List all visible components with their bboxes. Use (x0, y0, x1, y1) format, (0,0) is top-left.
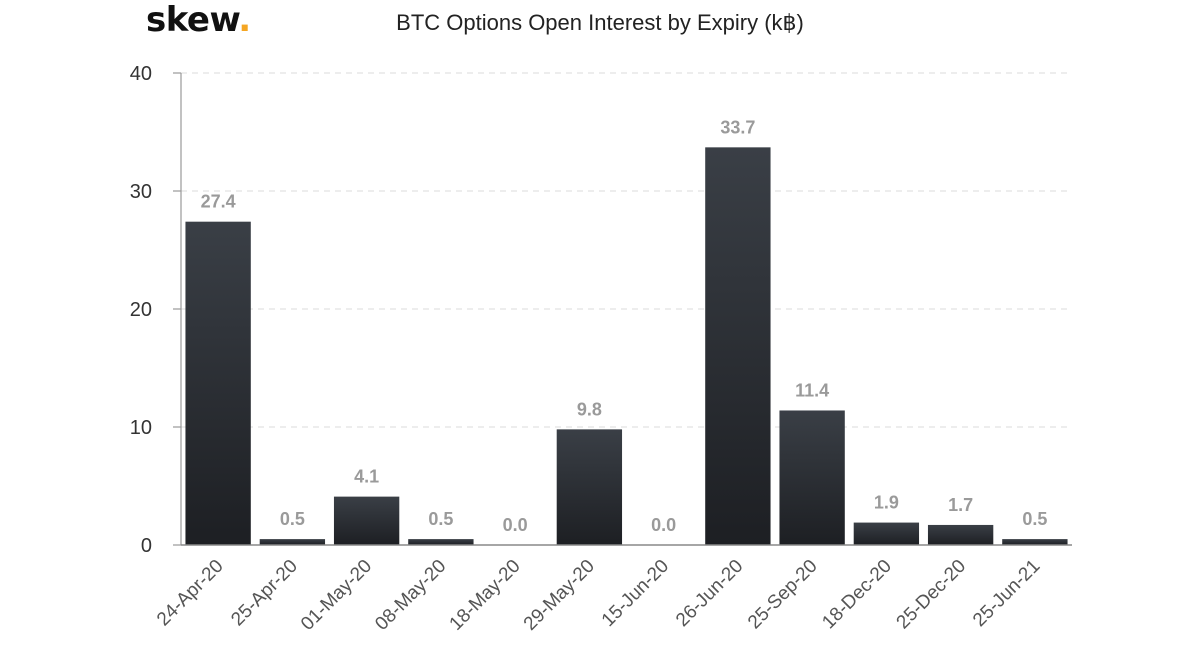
data-label: 0.5 (280, 509, 305, 529)
chart-title-wrap: BTC Options Open Interest by Expiry (k฿) (0, 10, 1200, 36)
bar (408, 539, 474, 545)
bar (927, 524, 994, 545)
y-tick-label: 20 (130, 299, 152, 321)
logo-text: skew (146, 0, 239, 40)
data-label: 0.5 (1022, 509, 1047, 529)
data-label: 1.9 (874, 493, 899, 513)
y-tick-label: 10 (130, 417, 152, 439)
x-tick-label: 29-May-20 (520, 556, 599, 635)
bar (779, 410, 845, 545)
data-label: 1.7 (948, 495, 973, 515)
bar (705, 147, 771, 545)
x-tick-label: 26-Jun-20 (672, 556, 747, 631)
bar (1002, 539, 1068, 545)
y-axis: 0 10 20 30 40 (130, 63, 182, 557)
skew-logo: skew. (146, 0, 251, 40)
data-label: 0.5 (428, 509, 453, 529)
y-tick-label: 40 (130, 63, 152, 85)
bar (853, 522, 920, 545)
grid-lines (181, 72, 1072, 428)
x-tick-label: 15-Jun-20 (598, 556, 673, 631)
data-label: 9.8 (577, 399, 602, 419)
x-tick-label: 18-Dec-20 (818, 556, 896, 634)
bar (333, 496, 400, 545)
x-tick-label: 25-Jun-21 (969, 556, 1044, 631)
data-label: 4.1 (354, 467, 379, 487)
y-tick-label: 30 (130, 181, 152, 203)
bars (185, 147, 1068, 545)
bar (185, 221, 251, 545)
data-labels: 27.4 0.5 4.1 0.5 0.0 9.8 0.0 33.7 11.4 1.9 1.7 0.5 (201, 117, 1048, 535)
data-label: 0.0 (503, 515, 528, 535)
data-label: 0.0 (651, 515, 676, 535)
x-tick-label: 25-Apr-20 (227, 556, 302, 631)
x-tick-label: 18-May-20 (446, 556, 525, 635)
x-tick-label: 25-Dec-20 (893, 556, 971, 634)
data-label: 27.4 (201, 192, 236, 212)
logo-dot: . (238, 0, 251, 40)
data-label: 11.4 (795, 380, 829, 400)
x-axis: 24-Apr-20 25-Apr-2001-May-2008-May-2018-M… (153, 544, 1072, 635)
chart-title: BTC Options Open Interest by Expiry (k฿) (396, 10, 804, 35)
bar (556, 429, 623, 545)
data-label: 33.7 (720, 117, 755, 137)
bar (259, 539, 326, 545)
x-tick-label: 25-Sep-20 (744, 556, 822, 634)
x-tick-label: 24-Apr-20 (153, 556, 228, 631)
x-tick-label: 08-May-20 (371, 556, 450, 635)
x-tick-label: 01-May-20 (297, 556, 376, 635)
y-tick-label: 0 (141, 535, 152, 557)
